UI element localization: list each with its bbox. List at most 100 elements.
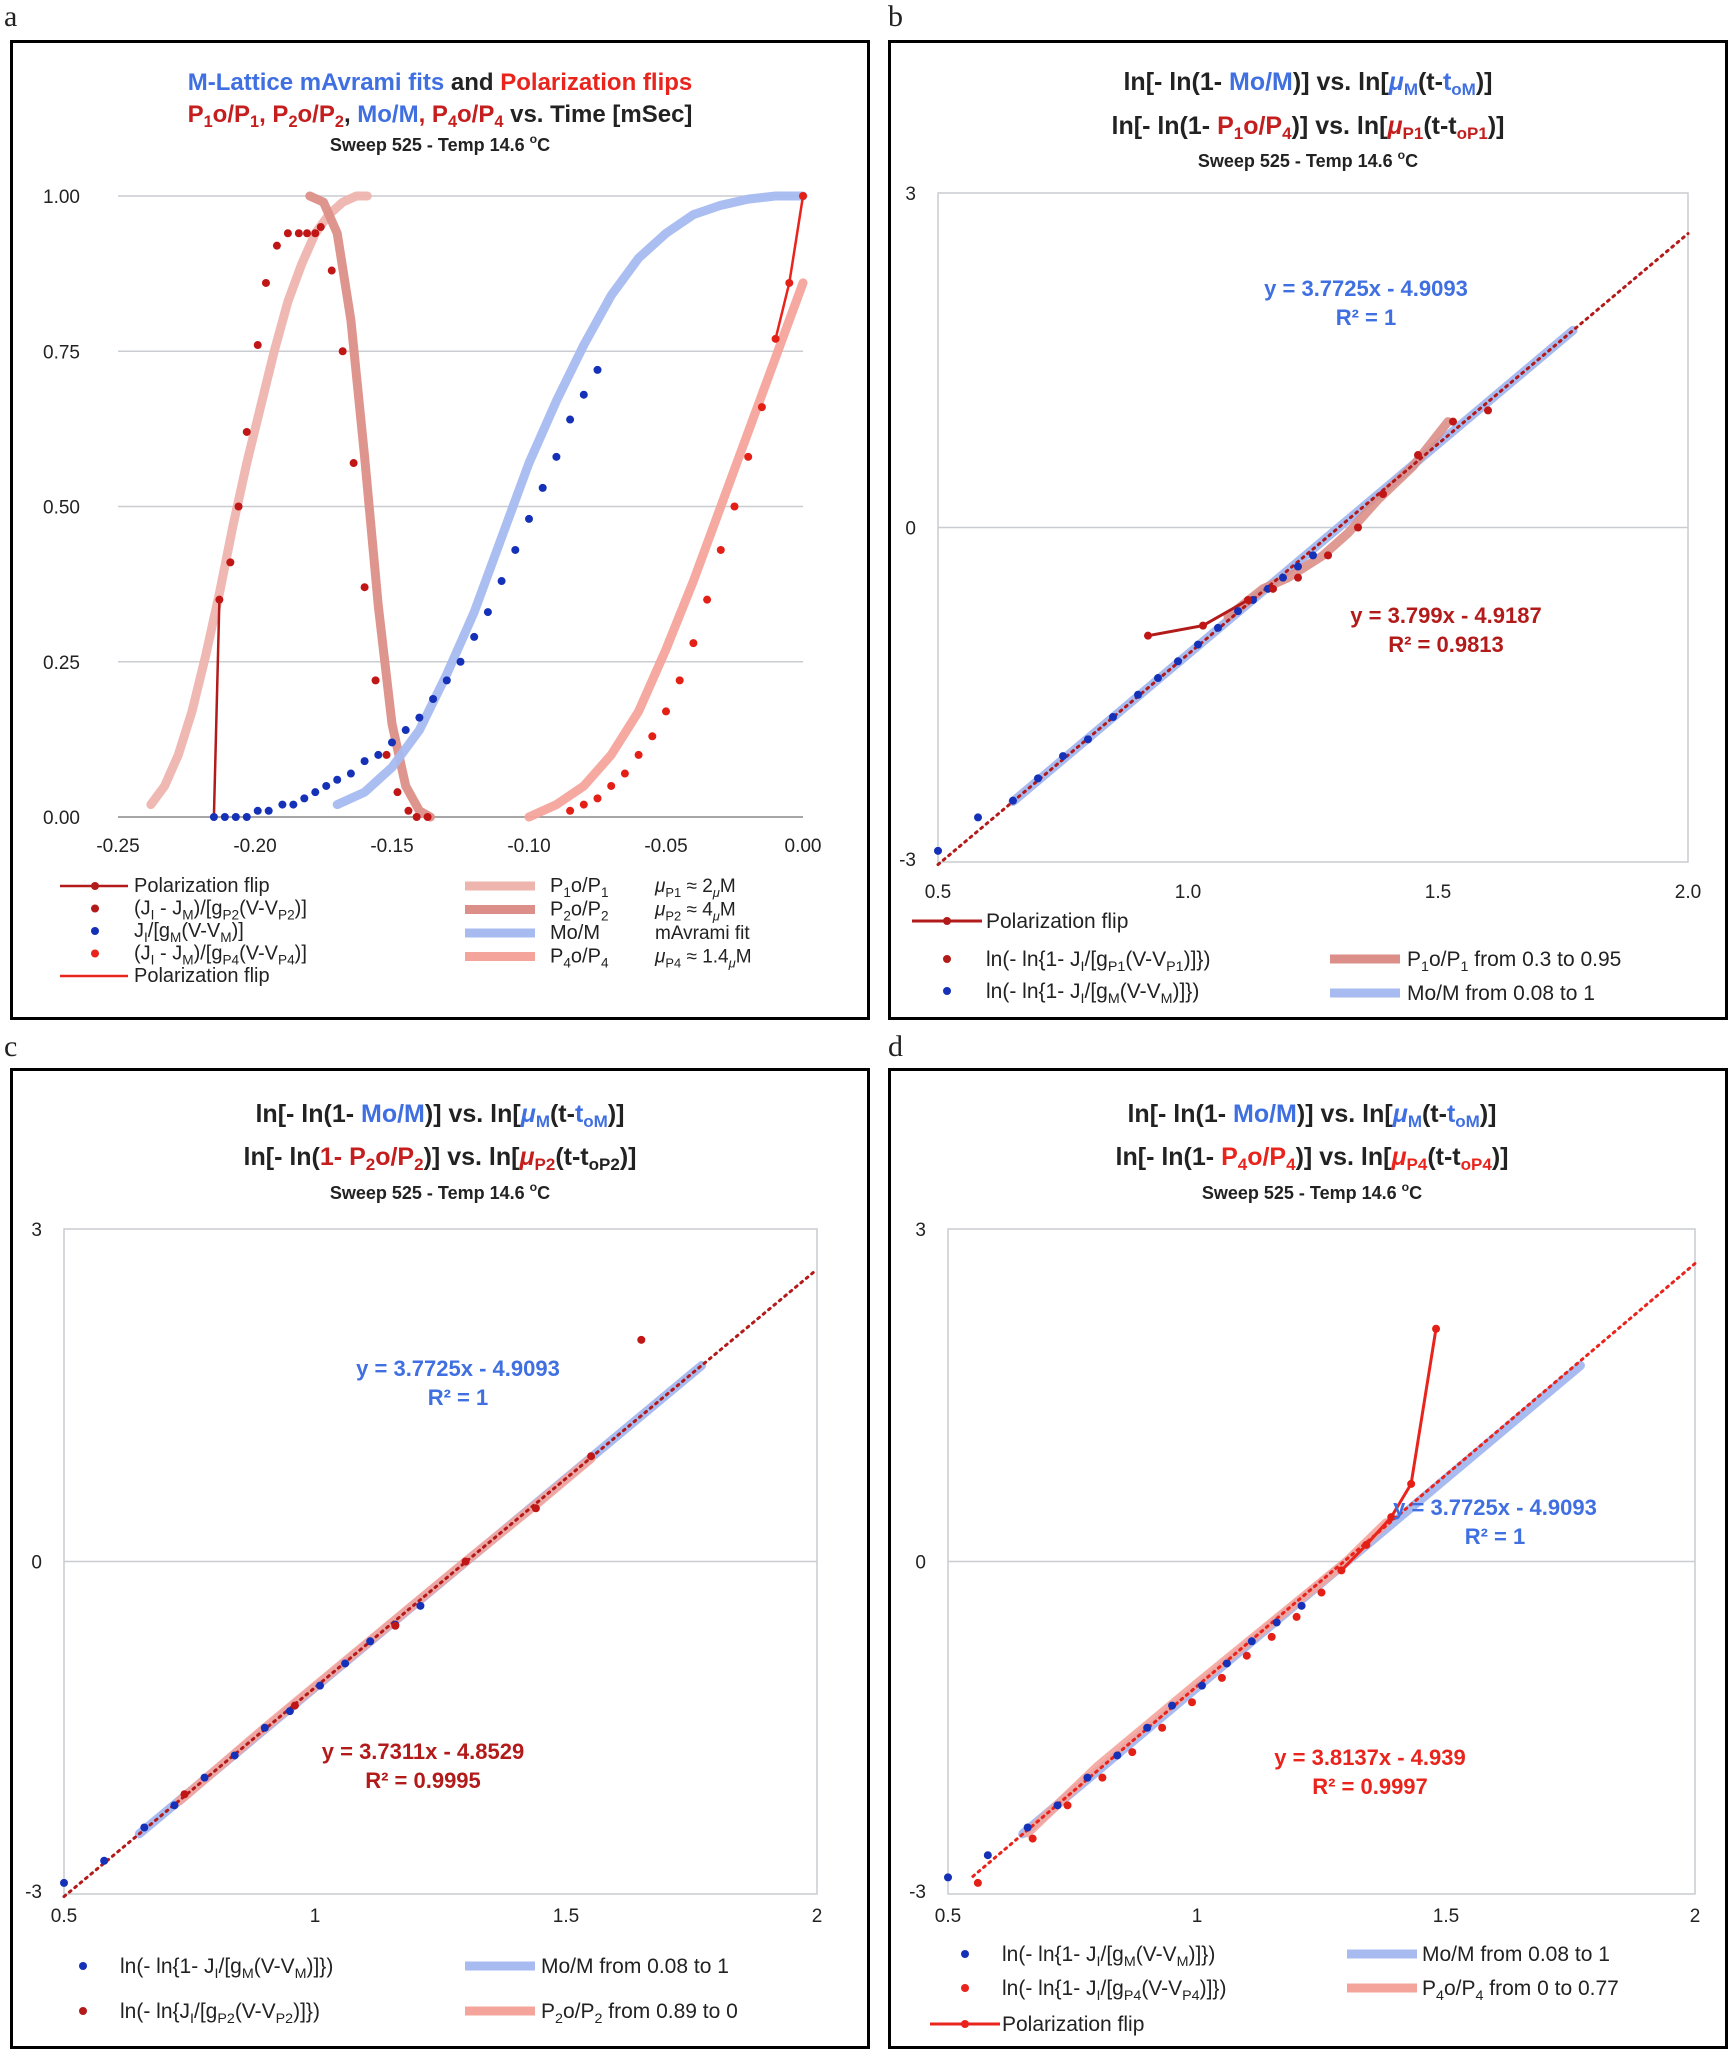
panel-a-legend-label-part: P4 <box>222 953 239 968</box>
panel-d-legend-label: ln(- ln{1- JI/[gM(V-VM)]}) <box>1002 1943 1215 1970</box>
panel-a-legend-label-part: P2 <box>278 908 295 923</box>
panel-a-legend-label-part: M <box>220 930 231 945</box>
panel-a-title-line3-part: C <box>537 135 550 155</box>
panel-b-blue-point <box>974 813 982 822</box>
panel-a-legend-fit-note: μP2 ≈ 4μM <box>654 900 736 924</box>
panel-c-legend-label-part: I <box>215 1966 219 1982</box>
panel-a-title-line2-part: 4 <box>494 113 503 131</box>
panel-c-ytick-label: -3 <box>25 1882 42 1903</box>
panel-a-data-point <box>388 738 396 747</box>
panel-a-data-point <box>226 558 235 567</box>
panel-d-legend-label-part: o/P <box>1444 1977 1476 2000</box>
panel-d-r2-blue: R² = 1 <box>1465 1524 1526 1549</box>
panel-c-title-line3: Sweep 525 - Temp 14.6 oC <box>330 1180 550 1203</box>
panel-c-legend-label-part: /[g <box>219 1955 242 1978</box>
panel-c-title-line1-part: ln[- ln(1- <box>255 1100 361 1128</box>
panel-a-data-point <box>404 806 413 815</box>
panel-d-title-line1-part: t <box>1447 1100 1456 1128</box>
panel-a-legend-label-part: I <box>151 908 155 923</box>
panel-c-title-line2-part: P2 <box>535 1155 556 1174</box>
panel-b-title-line2-part: ln[- ln(1- <box>1112 112 1218 140</box>
panel-c-blue-point <box>170 1801 179 1810</box>
panel-a-fit-curve <box>524 278 808 822</box>
panel-d-legend-label-part: ln(- ln{1- J <box>1002 1943 1097 1966</box>
panel-d-red-point <box>1362 1540 1371 1549</box>
panel-c-legend-label-part: )]}) <box>293 2000 320 2023</box>
panel-a-data-point <box>261 278 270 287</box>
panel-d-red-point <box>1098 1773 1107 1782</box>
panel-b-red-point <box>1324 551 1332 560</box>
panel-c-legend-label-part: I <box>190 2011 194 2027</box>
panel-b-legend-label-part: M <box>1108 991 1120 1007</box>
panel-b-red-point <box>1144 631 1152 640</box>
panel-a-title-line1-part: Polarization flips <box>494 69 693 96</box>
panel-d-xtick-label: 1.5 <box>1433 1906 1459 1927</box>
panel-a-legend-fit-note-part: μ <box>654 876 666 897</box>
panel-c-blue-point <box>140 1823 149 1832</box>
panel-a-legend-fit-label: P2o/P2 <box>550 899 609 924</box>
panel-b-equation-blue: y = 3.7725x - 4.9093 <box>1264 276 1468 301</box>
panel-a-data-point <box>311 229 320 238</box>
panel-d-red-point <box>1317 1588 1326 1597</box>
panel-d-red-point <box>1217 1673 1226 1682</box>
panel-c-legend-label-part: 2 <box>555 2011 563 2027</box>
panel-b-legend-label: Polarization flip <box>986 910 1128 933</box>
panel-a-xtick-label: 0.00 <box>785 836 822 857</box>
panel-b-red-point <box>1199 621 1207 630</box>
panel-a-legend-label-part: I <box>144 930 148 945</box>
panel-d-red-point <box>1242 1651 1251 1660</box>
panel-a-data-point <box>300 794 309 803</box>
panel-b-title-line1: ln[- ln(1- Mo/M)] vs. ln[μM(t-toM)] <box>1123 68 1492 99</box>
panel-b-title-line2-part: (t-t <box>1423 112 1457 140</box>
panel-b-legend-label-part: (V-V <box>1125 948 1166 971</box>
panel-c-blue-point <box>260 1723 269 1732</box>
panel-d-title-line1-part: Mo/M <box>1233 1100 1297 1128</box>
panel-a-legend-label: Polarization flip <box>134 875 270 897</box>
panel-d-title-line1-part: oM <box>1455 1112 1480 1131</box>
panel-c-blue-point <box>341 1659 350 1668</box>
panel-b-legend-label-part: P1 <box>1166 959 1184 975</box>
panel-d-frame <box>888 1068 1728 2049</box>
panel-a-legend-label-part: J <box>134 920 144 942</box>
panel-c-legend-label: ln(- ln{JI/[gP2(V-VP2)]}) <box>120 2000 320 2027</box>
panel-c-title-line1-part: )] <box>608 1100 625 1128</box>
panel-a-legend-fit-note-part: μ <box>654 900 666 921</box>
panel-b-blue-point <box>1059 752 1067 761</box>
panel-a-data-point <box>234 502 243 511</box>
panel-a-data-point <box>283 229 292 238</box>
panel-b-legend-label-part: Mo/M from 0.08 to 1 <box>1407 982 1595 1005</box>
panel-a-data-point <box>289 800 298 809</box>
panel-c-blue-point <box>100 1856 109 1865</box>
panel-c-legend-label: ln(- ln{1- JI/[gM(V-VM)]}) <box>120 1955 333 1982</box>
panel-b-blue-point <box>1294 562 1302 571</box>
panel-d-title-line2-part: oP4 <box>1461 1155 1493 1174</box>
panel-b-title-line3-part: o <box>1398 148 1405 162</box>
panel-a-legend-fit-note: μP1 ≈ 2μM <box>654 876 736 900</box>
panel-b-title-line2-part: P <box>1217 112 1234 140</box>
panel-a-legend-label-part: (V-V <box>239 943 279 965</box>
panel-a-data-point <box>264 806 273 815</box>
panel-d-legend-label-part: )]}) <box>1200 1977 1227 2000</box>
panel-b-title-line2-part: oP1 <box>1457 124 1488 143</box>
panel-d-legend-label-part: P <box>1422 1977 1436 2000</box>
panel-d-red-point <box>1188 1698 1197 1707</box>
panel-b-legend-label: ln(- ln{1- JI/[gM(V-VM)]}) <box>986 980 1199 1007</box>
panel-c-title-line1-part: )] vs. ln[ <box>425 1100 522 1128</box>
panel-b-legend-swatch-dot <box>943 917 951 925</box>
panel-a-title-line2-part: 1 <box>250 113 259 131</box>
panel-a-data-point <box>382 750 391 759</box>
panel-a-data-point <box>303 229 312 238</box>
panel-a-legend-fit-note-part: μ <box>654 947 666 968</box>
panel-a-legend-label-part: )/[g <box>194 943 223 965</box>
panel-c-legend-swatch-dot <box>79 1962 87 1970</box>
panel-a-legend-fit-label-part: o/P <box>571 875 601 897</box>
panel-a-title-line2-part: P <box>188 101 204 128</box>
panel-c-legend-label-part: P2 <box>217 2011 235 2027</box>
panel-d-blue-point <box>983 1851 992 1860</box>
panel-b-title-line1-part: )] <box>1476 68 1493 96</box>
panel-a-data-point <box>607 781 616 790</box>
panel-a-legend-fit-label-part: 2 <box>563 909 571 924</box>
panel-c-legend-label-part: o/P <box>563 2000 595 2023</box>
panel-a-title-line2: P1o/P1, P2o/P2, Mo/M, P4o/P4 vs. Time [m… <box>188 101 693 131</box>
panel-c-title-line1-part: t <box>575 1100 584 1128</box>
